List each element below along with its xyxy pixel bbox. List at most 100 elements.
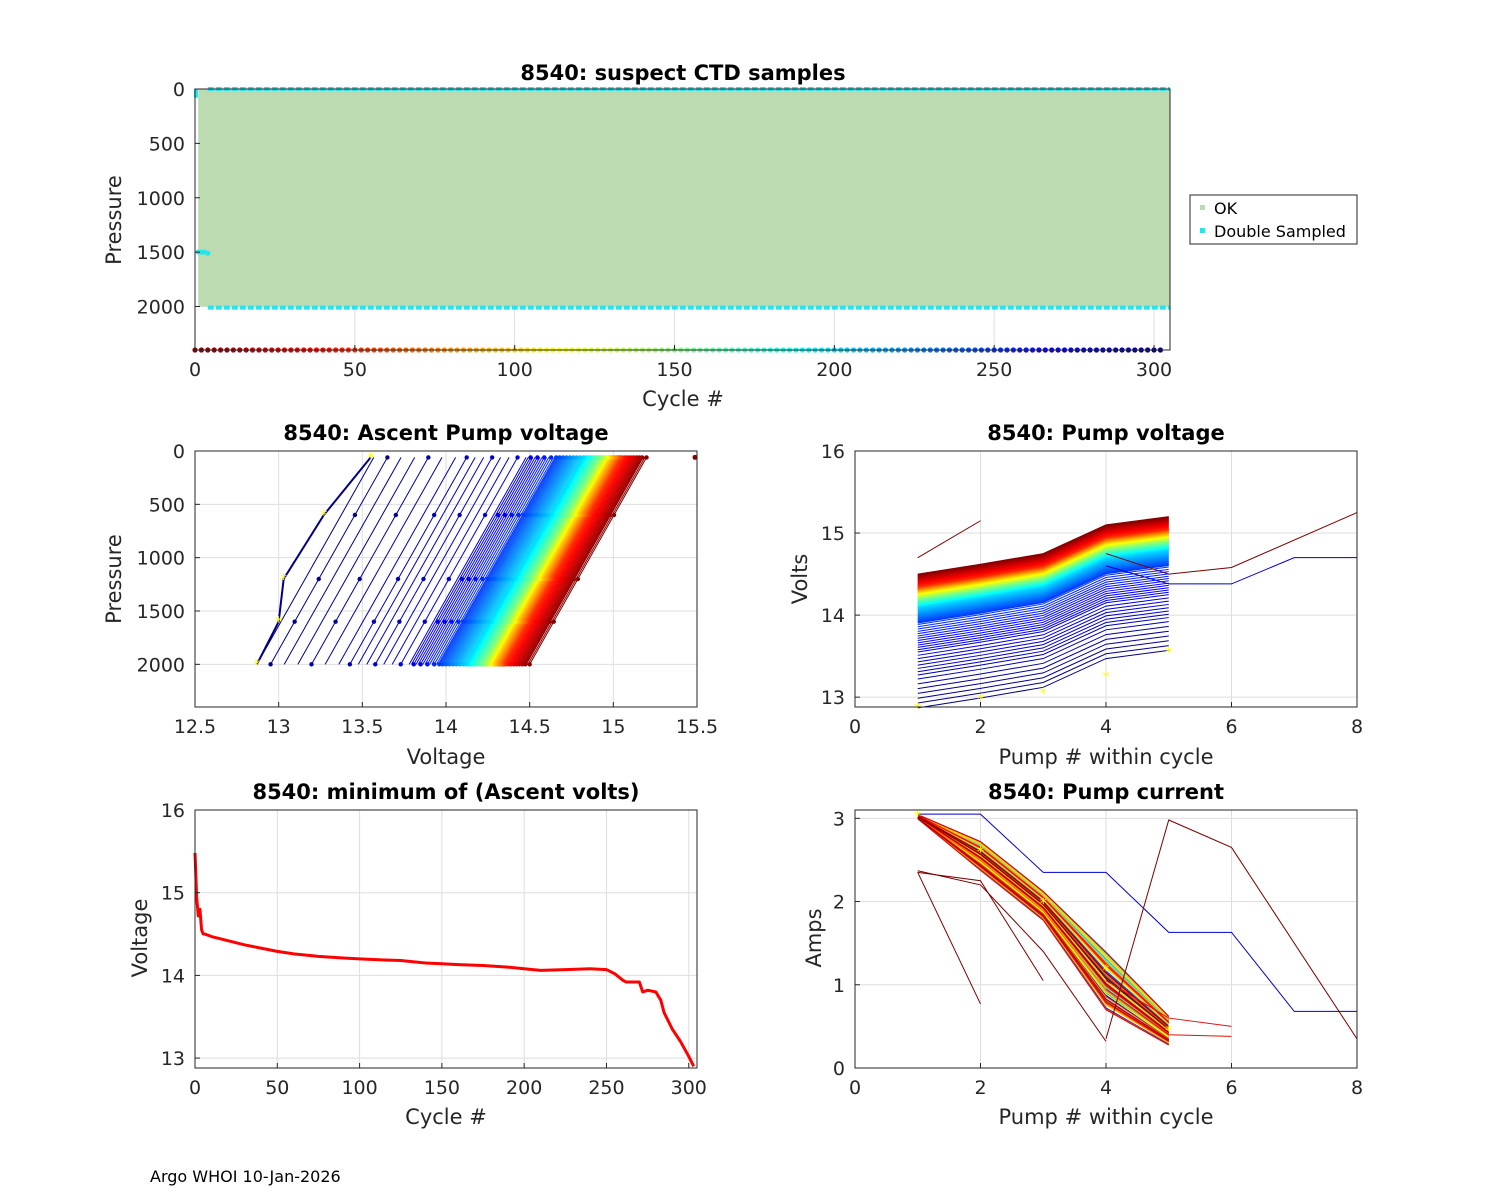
pump-voltage-line xyxy=(917,555,1169,614)
last-cycle-profile xyxy=(256,456,372,665)
y-tick-label: 500 xyxy=(149,133,185,155)
minv-chart-title: 8540: minimum of (Ascent volts) xyxy=(252,780,639,804)
pump-voltage-line xyxy=(917,557,1169,616)
ascent-profile-line xyxy=(256,457,375,665)
y-tick-label: 0 xyxy=(173,79,185,101)
ascent-profile-line xyxy=(465,457,583,665)
pump-current-line xyxy=(917,814,1170,1017)
pump-voltage-line xyxy=(917,584,1169,644)
x-tick-label: 6 xyxy=(1225,1077,1237,1099)
last-cycle-marker: * xyxy=(977,692,984,708)
pump-voltage-line xyxy=(917,553,1169,613)
ascent-profile-line xyxy=(451,457,570,665)
pump-voltage-line xyxy=(917,589,1169,648)
pump-current-line xyxy=(917,815,1170,1028)
pump-voltage-line xyxy=(917,552,1169,612)
pump-voltage-line xyxy=(917,587,1169,646)
last-cycle-marker: * xyxy=(275,615,282,631)
x-tick-label: 100 xyxy=(497,359,533,381)
last-cycle-marker: * xyxy=(914,701,921,717)
ascent-profile-line xyxy=(338,457,457,665)
ascent-profile-point xyxy=(548,455,554,460)
x-tick-label: 150 xyxy=(424,1077,460,1099)
pump-current-line xyxy=(917,816,1170,1036)
ascent-profile-point xyxy=(421,576,426,582)
last-cycle-marker: * xyxy=(253,657,260,673)
x-tick-label: 2 xyxy=(974,1077,986,1099)
axes-frame xyxy=(194,450,698,708)
pump-current-line xyxy=(917,816,1170,1032)
pump-voltage-line xyxy=(917,555,1169,615)
plot-area xyxy=(195,810,697,1068)
ascent-x-axis-label: Voltage xyxy=(407,745,486,769)
pump-voltage-line xyxy=(917,568,1169,628)
ascent-profile-point xyxy=(385,455,390,460)
ascent-profile-line xyxy=(391,457,510,665)
pump-voltage-line xyxy=(917,559,1169,618)
ascent-profile-line xyxy=(444,457,563,665)
pump-current-extra-line xyxy=(917,870,1107,1042)
ascent-profile-line xyxy=(422,457,541,665)
ascent-profile-point xyxy=(464,455,469,460)
x-tick-label: 4 xyxy=(1100,716,1112,738)
last-cycle-marker: * xyxy=(280,572,287,588)
ascent-profile-point xyxy=(535,455,540,460)
ascent-profile-line xyxy=(436,457,554,665)
pump-voltage-line xyxy=(917,556,1169,615)
pump-voltage-line xyxy=(917,591,1169,651)
ascent-profile-point xyxy=(542,455,547,460)
ascent-profile-point xyxy=(268,662,273,667)
ascent-profile-point xyxy=(574,455,579,460)
ascent-profile-point xyxy=(567,455,573,460)
pump-current-extra-line xyxy=(1105,819,1358,1040)
legend-double-sampled-label: Double Sampled xyxy=(1214,222,1346,241)
last-cycle-marker: * xyxy=(1103,670,1110,686)
pump-voltage-line xyxy=(917,563,1169,623)
ascent-y-axis-label: Pressure xyxy=(102,534,126,624)
pump-voltage-line xyxy=(917,559,1169,619)
ctd-x-axis-label: Cycle # xyxy=(642,387,724,411)
pumpv-x-axis-label: Pump # within cycle xyxy=(999,745,1214,769)
legend-ok-label: OK xyxy=(1214,199,1238,218)
ctd-legend: OK Double Sampled xyxy=(1189,194,1358,245)
pump-current-extra-line xyxy=(917,813,1357,1012)
ascent-profile-point xyxy=(316,576,321,582)
pump-current-line xyxy=(917,817,1170,1039)
ctd-samples-chart: 0 50 100 150 200 250 300 0 500 1000 1500 2000 8540:… xyxy=(102,61,1358,411)
ascent-profile-point xyxy=(437,662,442,667)
x-tick-label: 0 xyxy=(849,1077,861,1099)
y-tick-label: 14 xyxy=(821,605,845,627)
ascent-pump-voltage-chart: * * * * * 12.5 13 13.5 14 14.5 15 15.5 0 500 1000 1500 2… xyxy=(102,421,718,769)
pump-voltage-line xyxy=(917,571,1169,630)
pumpc-chart-title: 8540: Pump current xyxy=(988,780,1224,804)
pump-current-extra-line xyxy=(1105,988,1232,1037)
ascent-profile-line xyxy=(383,457,502,665)
pump-current-line xyxy=(917,818,1169,1046)
legend-ok-marker xyxy=(1200,205,1205,210)
x-tick-label: 300 xyxy=(1136,359,1172,381)
pump-voltage-line xyxy=(917,594,1169,653)
ascent-profile-point xyxy=(357,576,362,582)
footer-note: Argo WHOI 10-Jan-2026 xyxy=(150,1167,341,1186)
x-tick-label: 0 xyxy=(189,1077,201,1099)
ascent-profile-point xyxy=(485,576,490,582)
last-cycle-marker: * xyxy=(320,508,327,524)
pump-voltage-line xyxy=(917,565,1169,624)
double-sampled-point xyxy=(205,250,211,256)
ascent-profile-line xyxy=(461,457,580,665)
pump-voltage-line xyxy=(917,549,1169,609)
ascent-profile-line xyxy=(458,457,576,665)
pump-voltage-line xyxy=(917,603,1169,663)
pump-voltage-line xyxy=(917,613,1169,673)
ctd-y-axis-label: Pressure xyxy=(102,175,126,265)
pump-voltage-line xyxy=(917,607,1169,666)
ascent-profile-line xyxy=(324,457,443,665)
ascent-profile-line xyxy=(454,457,573,665)
x-tick-label: 50 xyxy=(343,359,367,381)
pump-current-line xyxy=(917,815,1170,1030)
outlier-point xyxy=(692,454,698,460)
ok-samples-area xyxy=(198,89,1170,307)
ascent-profile-point xyxy=(395,576,401,582)
last-cycle-marker: * xyxy=(1103,963,1110,979)
ascent-chart-title: 8540: Ascent Pump voltage xyxy=(283,421,608,445)
